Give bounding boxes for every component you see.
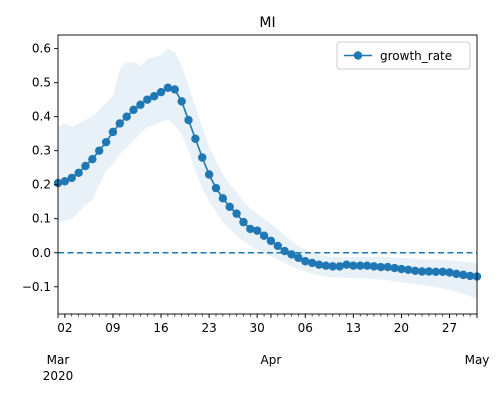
data-point xyxy=(424,267,434,276)
data-point xyxy=(356,261,365,270)
data-point xyxy=(191,134,200,143)
data-point xyxy=(95,146,104,155)
confidence-band xyxy=(58,48,477,299)
data-point xyxy=(342,260,351,269)
data-point xyxy=(294,253,303,263)
x-tick-label: 13 xyxy=(346,321,361,335)
data-point xyxy=(74,168,83,177)
x-tick-label: 02 xyxy=(57,321,72,335)
x-tick-label: 09 xyxy=(105,321,120,335)
series-layer xyxy=(53,83,482,281)
ticks-layer: −0.1 0.0 0.1 0.2 0.3 0.4 0.5 0.6 02 09 16 23 30 06 13 2… xyxy=(22,42,490,383)
data-point xyxy=(410,266,420,275)
data-point xyxy=(101,137,111,147)
x-tick-label: 20 xyxy=(394,321,409,335)
y-tick-label: 0.2 xyxy=(32,178,51,192)
data-point xyxy=(431,267,440,277)
plot-frame xyxy=(57,34,478,315)
data-point xyxy=(198,153,207,162)
confidence-band-layer xyxy=(58,48,477,299)
y-tick-label: 0.5 xyxy=(32,76,51,90)
data-point xyxy=(108,127,118,137)
data-point xyxy=(335,262,344,271)
y-tick-label: 0.4 xyxy=(32,110,51,124)
data-point xyxy=(184,115,193,125)
data-point xyxy=(397,264,406,274)
legend: growth_rate xyxy=(336,41,471,70)
legend-box xyxy=(336,41,471,70)
data-point xyxy=(156,87,166,97)
data-point xyxy=(246,224,255,234)
data-point xyxy=(259,231,269,240)
x-tick-label: 16 xyxy=(153,321,168,335)
data-point xyxy=(459,270,468,280)
y-tick-label: −0.1 xyxy=(22,280,51,294)
data-point xyxy=(369,262,379,271)
data-point xyxy=(390,263,399,273)
y-tick-label: 0.0 xyxy=(32,246,51,260)
data-point xyxy=(239,217,248,227)
data-point xyxy=(211,183,221,193)
data-point xyxy=(301,257,310,266)
x-month-label: May xyxy=(465,353,490,367)
data-point xyxy=(122,112,131,121)
data-point xyxy=(376,262,386,272)
data-point xyxy=(129,105,138,115)
data-point xyxy=(465,271,475,281)
x-month-label: 2020 xyxy=(43,369,74,383)
data-point xyxy=(88,154,97,164)
data-point xyxy=(136,100,145,109)
data-point xyxy=(287,250,296,259)
x-tick-label: 30 xyxy=(250,321,265,335)
data-point xyxy=(163,83,173,92)
data-point xyxy=(60,177,70,186)
axes-layer xyxy=(57,34,478,315)
data-point xyxy=(81,161,90,171)
data-point xyxy=(115,119,125,128)
data-point xyxy=(67,173,76,183)
legend-label: growth_rate xyxy=(380,49,452,63)
data-point xyxy=(404,265,413,274)
legend-marker-swatch xyxy=(353,51,363,60)
data-point xyxy=(170,85,179,94)
data-point xyxy=(232,209,241,218)
data-point xyxy=(321,261,331,270)
data-point xyxy=(177,97,186,106)
data-point xyxy=(266,236,276,246)
x-tick-label: 06 xyxy=(298,321,313,335)
data-point xyxy=(349,261,358,270)
data-point xyxy=(225,202,234,212)
data-point xyxy=(149,92,159,101)
data-point xyxy=(445,268,454,277)
y-tick-label: 0.6 xyxy=(32,42,51,56)
data-point xyxy=(307,258,317,268)
x-tick-label: 23 xyxy=(201,321,216,335)
data-point xyxy=(314,260,324,269)
data-point xyxy=(253,226,262,235)
x-tick-label: 27 xyxy=(442,321,457,335)
data-point xyxy=(452,269,461,279)
data-point xyxy=(218,194,228,203)
chart-title: MI xyxy=(259,15,275,31)
y-tick-label: 0.3 xyxy=(32,144,51,158)
data-point xyxy=(143,95,152,104)
x-month-label: Apr xyxy=(261,353,282,367)
y-tick-label: 0.1 xyxy=(32,212,51,226)
data-point xyxy=(273,241,282,251)
data-point xyxy=(204,170,214,179)
data-point xyxy=(438,267,447,277)
data-point xyxy=(328,262,337,271)
data-point xyxy=(417,267,427,276)
data-point xyxy=(280,246,289,256)
x-month-label: Mar xyxy=(47,353,70,367)
data-point xyxy=(383,262,392,272)
data-point xyxy=(362,261,372,270)
